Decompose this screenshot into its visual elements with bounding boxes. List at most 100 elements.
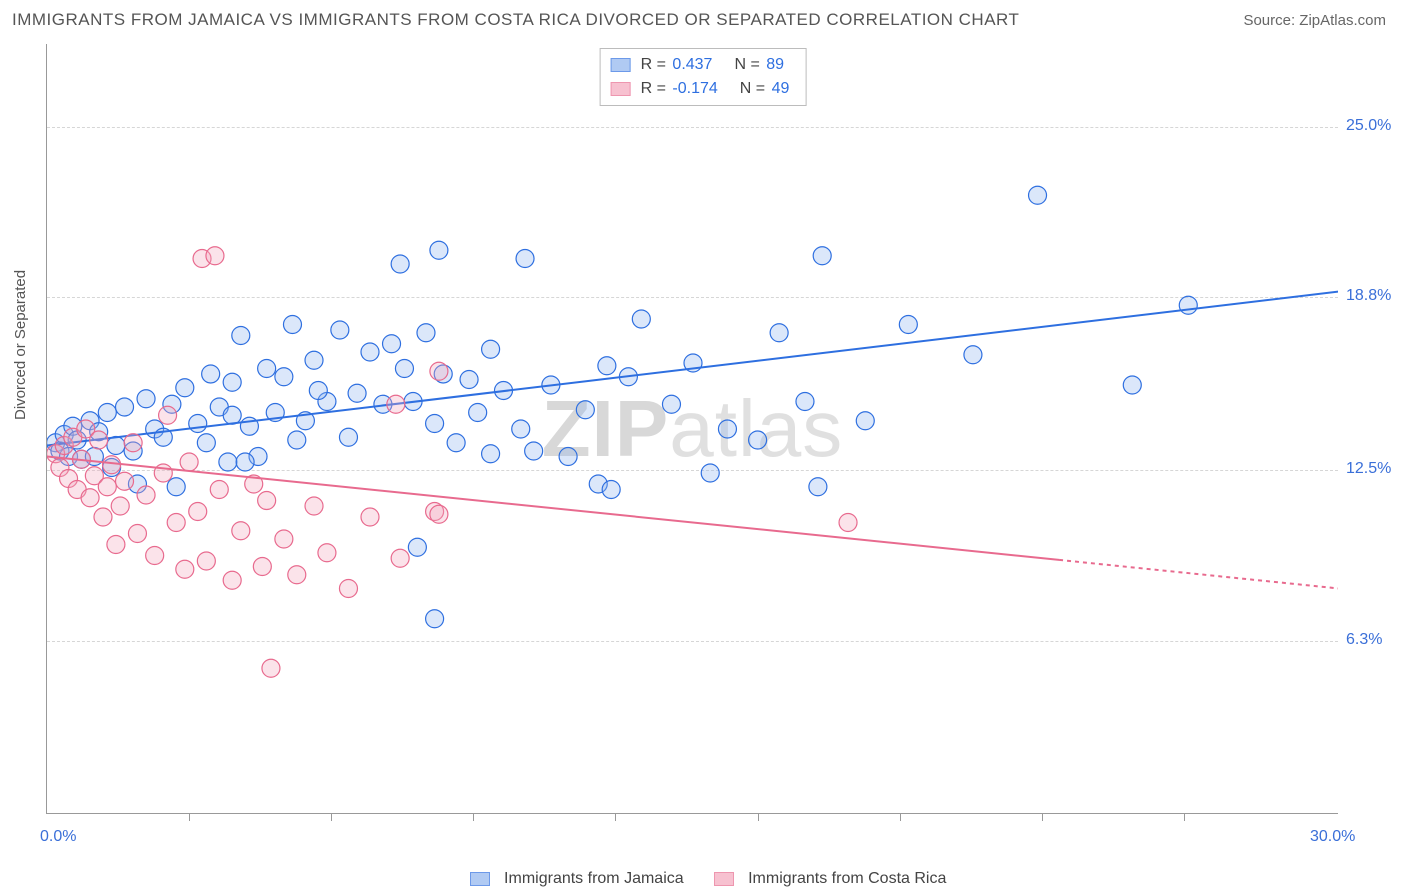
x-tick xyxy=(758,813,759,821)
data-point xyxy=(576,401,594,419)
data-point xyxy=(98,404,116,422)
legend-item: Immigrants from Jamaica xyxy=(460,870,684,887)
data-point xyxy=(318,544,336,562)
data-point xyxy=(197,434,215,452)
data-point xyxy=(94,508,112,526)
data-point xyxy=(469,404,487,422)
data-point xyxy=(1123,376,1141,394)
legend-swatch xyxy=(611,58,631,72)
data-point xyxy=(159,406,177,424)
data-point xyxy=(275,368,293,386)
series-legend: Immigrants from Jamaica Immigrants from … xyxy=(0,870,1406,888)
data-point xyxy=(128,525,146,543)
x-tick xyxy=(615,813,616,821)
data-point xyxy=(137,390,155,408)
data-point xyxy=(146,547,164,565)
data-point xyxy=(1179,296,1197,314)
data-point xyxy=(90,431,108,449)
data-point xyxy=(236,453,254,471)
data-point xyxy=(202,365,220,383)
data-point xyxy=(348,384,366,402)
y-tick-label: 12.5% xyxy=(1346,460,1391,478)
data-point xyxy=(447,434,465,452)
legend-swatch xyxy=(611,82,631,96)
y-axis-label: Divorced or Separated xyxy=(12,270,29,420)
data-point xyxy=(309,382,327,400)
y-tick-label: 25.0% xyxy=(1346,117,1391,135)
data-point xyxy=(516,250,534,268)
stats-legend: R = 0.437N = 89R = -0.174N = 49 xyxy=(600,48,807,106)
data-point xyxy=(426,415,444,433)
x-tick xyxy=(900,813,901,821)
r-label: R = -0.174 xyxy=(641,77,720,101)
data-point xyxy=(387,395,405,413)
data-point xyxy=(111,497,129,515)
data-point xyxy=(288,431,306,449)
data-point xyxy=(253,558,271,576)
data-point xyxy=(598,357,616,375)
data-point xyxy=(809,478,827,496)
data-point xyxy=(98,478,116,496)
data-point xyxy=(430,362,448,380)
data-point xyxy=(383,335,401,353)
legend-swatch xyxy=(470,872,490,886)
data-point xyxy=(258,360,276,378)
x-tick xyxy=(473,813,474,821)
x-max-label: 30.0% xyxy=(1310,828,1355,846)
data-point xyxy=(899,316,917,334)
legend-item: Immigrants from Costa Rica xyxy=(704,870,947,887)
data-point xyxy=(167,514,185,532)
data-point xyxy=(210,481,228,499)
data-point xyxy=(189,503,207,521)
data-point xyxy=(167,478,185,496)
data-point xyxy=(223,373,241,391)
data-point xyxy=(525,442,543,460)
data-point xyxy=(391,549,409,567)
data-point xyxy=(116,472,134,490)
data-point xyxy=(770,324,788,342)
chart-header: IMMIGRANTS FROM JAMAICA VS IMMIGRANTS FR… xyxy=(0,0,1406,36)
data-point xyxy=(116,398,134,416)
data-point xyxy=(460,371,478,389)
data-point xyxy=(219,453,237,471)
trend-line-extrapolated xyxy=(1059,560,1338,589)
data-point xyxy=(154,464,172,482)
y-tick-label: 6.3% xyxy=(1346,631,1382,649)
data-point xyxy=(137,486,155,504)
data-point xyxy=(223,571,241,589)
data-point xyxy=(361,508,379,526)
data-point xyxy=(1029,186,1047,204)
n-label: N = 49 xyxy=(740,77,792,101)
data-point xyxy=(839,514,857,532)
data-point xyxy=(275,530,293,548)
data-point xyxy=(258,492,276,510)
data-point xyxy=(206,247,224,265)
data-point xyxy=(430,505,448,523)
data-point xyxy=(361,343,379,361)
data-point xyxy=(103,456,121,474)
x-tick xyxy=(1184,813,1185,821)
data-point xyxy=(408,538,426,556)
data-point xyxy=(339,580,357,598)
data-point xyxy=(176,560,194,578)
plot-svg xyxy=(47,44,1338,813)
data-point xyxy=(482,340,500,358)
data-point xyxy=(718,420,736,438)
x-tick xyxy=(1042,813,1043,821)
data-point xyxy=(223,406,241,424)
data-point xyxy=(232,522,250,540)
legend-stat-row: R = -0.174 N = 49 xyxy=(611,77,792,101)
data-point xyxy=(288,566,306,584)
y-tick-label: 18.8% xyxy=(1346,287,1391,305)
data-point xyxy=(813,247,831,265)
data-point xyxy=(662,395,680,413)
data-point xyxy=(124,434,142,452)
x-tick xyxy=(189,813,190,821)
data-point xyxy=(482,445,500,463)
data-point xyxy=(602,481,620,499)
data-point xyxy=(426,610,444,628)
data-point xyxy=(305,497,323,515)
data-point xyxy=(395,360,413,378)
x-tick xyxy=(331,813,332,821)
data-point xyxy=(964,346,982,364)
